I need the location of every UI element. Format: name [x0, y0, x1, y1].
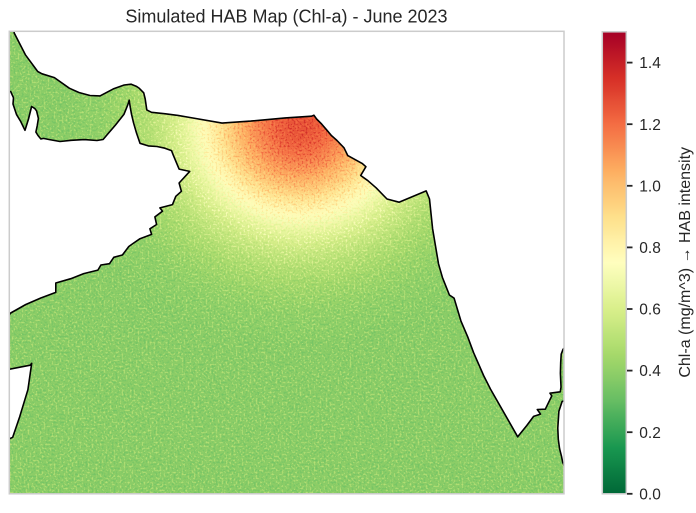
svg-text:Simulated HAB Map (Chl-a) - Ju: Simulated HAB Map (Chl-a) - June 2023	[125, 7, 447, 27]
svg-text:0.0: 0.0	[639, 486, 661, 503]
svg-text:Chl-a (mg/m^3) → HAB intensity: Chl-a (mg/m^3) → HAB intensity	[677, 147, 694, 378]
svg-text:1.2: 1.2	[639, 117, 661, 134]
svg-text:1.4: 1.4	[639, 55, 661, 72]
svg-text:1.0: 1.0	[639, 178, 661, 195]
svg-text:0.4: 0.4	[639, 363, 661, 380]
svg-text:0.6: 0.6	[639, 302, 661, 319]
svg-text:0.2: 0.2	[639, 425, 661, 442]
svg-text:0.8: 0.8	[639, 240, 661, 257]
